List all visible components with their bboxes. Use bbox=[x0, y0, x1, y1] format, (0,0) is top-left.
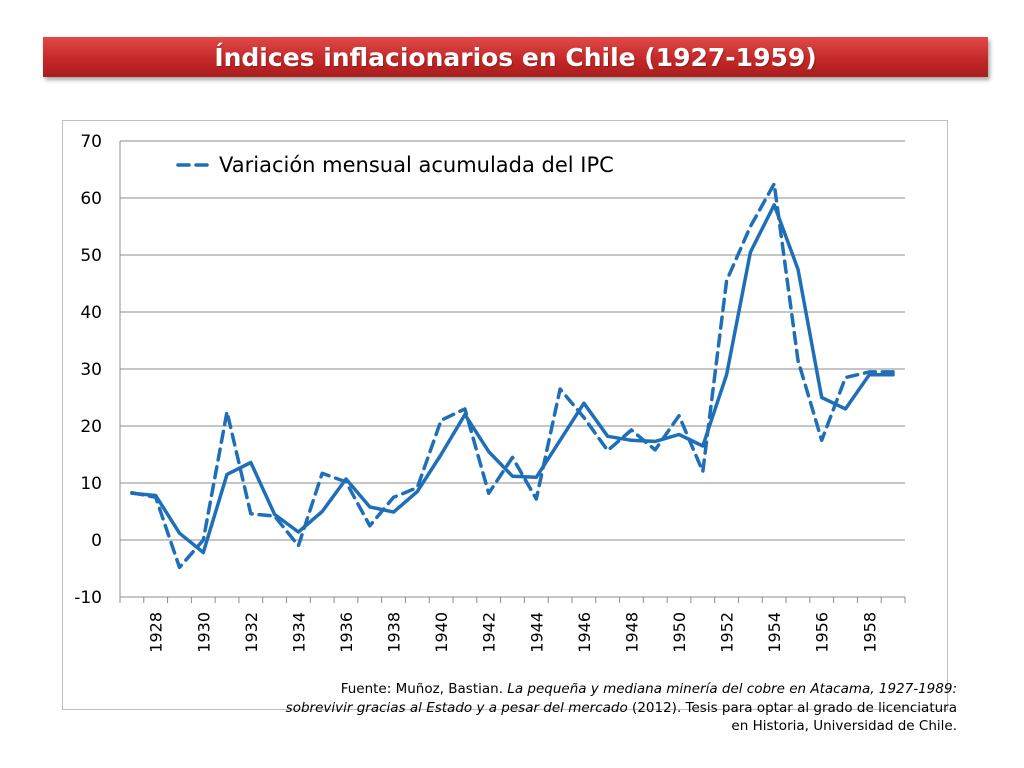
x-tick-label: 1934 bbox=[289, 612, 308, 653]
y-tick-label: -10 bbox=[74, 588, 102, 608]
x-tick-label: 1950 bbox=[670, 612, 689, 653]
series-line-solid bbox=[130, 203, 895, 555]
x-tick-label: 1936 bbox=[337, 612, 356, 653]
x-tick-label: 1948 bbox=[622, 612, 641, 653]
y-tick-label: 20 bbox=[80, 417, 102, 437]
y-tick-label: 0 bbox=[91, 531, 102, 551]
y-tick-label: 40 bbox=[80, 303, 102, 323]
source-prefix: Fuente: Muñoz, Bastian. bbox=[340, 681, 508, 697]
axes: -10 0 10 20 30 40 50 60 70 1928 1930 1932 1934 1936 19… bbox=[74, 132, 906, 653]
y-tick-label: 10 bbox=[80, 474, 102, 494]
y-tick-label: 70 bbox=[80, 132, 102, 152]
x-tick-label: 1930 bbox=[194, 612, 213, 653]
x-tick-label: 1946 bbox=[575, 612, 594, 653]
x-tick-label: 1956 bbox=[813, 612, 832, 653]
gridlines bbox=[120, 140, 905, 598]
legend: Variación mensual acumulada del IPC bbox=[176, 153, 614, 177]
y-tick-label: 50 bbox=[80, 246, 102, 266]
legend-label: Variación mensual acumulada del IPC bbox=[219, 153, 614, 177]
source-suffix: (2012). Tesis para optar al grado de lic… bbox=[627, 699, 957, 735]
y-tick-label: 30 bbox=[80, 360, 102, 380]
y-tick-label: 60 bbox=[80, 189, 102, 209]
source-note: Fuente: Muñoz, Bastian. La pequeña y med… bbox=[270, 680, 957, 736]
x-tick-label: 1942 bbox=[480, 612, 499, 653]
x-tick-label: 1944 bbox=[527, 612, 546, 653]
source-title: La pequeña y mediana minería del cobre e… bbox=[285, 681, 957, 716]
title-banner: Índices inflacionarios en Chile (1927-19… bbox=[43, 37, 988, 77]
x-tick-label: 1928 bbox=[147, 612, 166, 653]
page-title: Índices inflacionarios en Chile (1927-19… bbox=[214, 42, 817, 72]
x-tick-label: 1952 bbox=[718, 612, 737, 653]
series-lines bbox=[130, 182, 895, 570]
x-tick-label: 1940 bbox=[432, 612, 451, 653]
chart-frame bbox=[62, 120, 948, 710]
x-tick-label: 1938 bbox=[385, 612, 404, 653]
x-tick-label: 1958 bbox=[860, 612, 879, 653]
x-tick-label: 1954 bbox=[765, 612, 784, 653]
x-tick-label: 1932 bbox=[242, 612, 261, 653]
series-line-ipc-dashed bbox=[130, 182, 895, 570]
